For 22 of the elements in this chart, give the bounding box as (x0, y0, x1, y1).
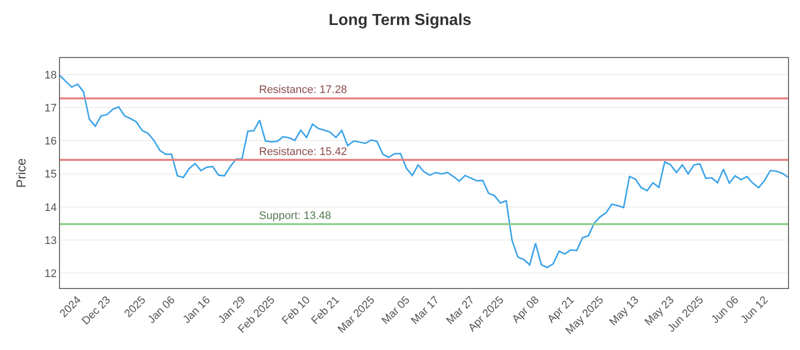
x-tick-label: Apr 08 (510, 294, 542, 326)
x-tick-label: Jan 06 (146, 294, 178, 326)
chart-title: Long Term Signals (328, 12, 472, 30)
line-series (60, 74, 788, 268)
ref-line-label: Resistance: 17.28 (259, 84, 348, 96)
x-tick-label: Jun 06 (709, 294, 742, 326)
ref-line-label: Support: 13.48 (259, 210, 332, 222)
y-tick-label: 13 (44, 234, 57, 247)
x-tick-label: Mar 17 (409, 294, 442, 327)
x-tick-label: Jun 12 (738, 294, 771, 326)
x-tick-label: Dec 23 (80, 294, 113, 328)
y-tick-label: 12 (44, 268, 57, 280)
y-tick-label: 17 (44, 102, 57, 114)
x-tick-label: Feb 21 (309, 294, 342, 327)
ref-line-label: Resistance: 15.42 (259, 146, 348, 158)
y-tick-label: 18 (44, 69, 57, 82)
y-axis-title: Price (14, 158, 28, 188)
x-tick-label: Jan 16 (180, 294, 213, 326)
y-tick-label: 14 (44, 202, 57, 214)
y-tick-label: 16 (44, 136, 57, 148)
x-tick-label: May 13 (607, 294, 642, 328)
y-tick-label: 15 (44, 168, 57, 181)
